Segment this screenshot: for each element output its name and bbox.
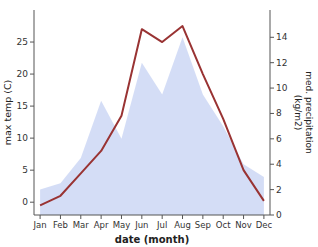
x-axis-label: date (month)	[115, 234, 189, 245]
precipitation-area	[40, 37, 264, 215]
x-axis-line	[34, 215, 270, 216]
y2-tick-label: 12	[276, 58, 287, 68]
x-tick	[162, 215, 163, 219]
x-tick-label: Jun	[134, 220, 148, 230]
y-axis-label: max temp (C)	[2, 80, 13, 146]
y-tick-label: 15	[17, 101, 28, 111]
y2-axis-line	[270, 10, 271, 215]
y2-tick	[270, 88, 274, 89]
y2-tick	[270, 62, 274, 63]
x-tick-label: Aug	[174, 220, 191, 230]
chart: 0 5 10 15 20 25 0 2 4 6 8 10 12 14 Jan Feb Mar Apr MayJun J…	[0, 0, 318, 247]
y-tick	[30, 138, 34, 139]
x-tick	[263, 215, 264, 219]
y-axis-line	[34, 10, 35, 215]
x-tick-label: Apr	[94, 220, 109, 230]
y-tick	[30, 202, 34, 203]
y2-tick	[270, 164, 274, 165]
y2-tick-label: 6	[276, 134, 282, 144]
y-tick-label: 0	[22, 197, 28, 207]
y-tick-label: 25	[17, 37, 28, 47]
y2-tick	[270, 189, 274, 190]
y2-axis-label: med. precipitation(kg/m2)	[293, 71, 314, 153]
y-tick	[30, 74, 34, 75]
plot-area	[40, 26, 264, 215]
x-tick	[182, 215, 183, 219]
y2-axis-label-line: (kg/m2)	[293, 95, 303, 130]
x-tick-label: Nov	[235, 220, 252, 230]
x-tick	[141, 215, 142, 219]
y2-tick-label: 2	[276, 185, 282, 195]
y2-tick-label: 4	[276, 159, 282, 169]
y2-tick-label: 0	[276, 210, 282, 220]
y-tick-label: 20	[17, 69, 29, 79]
x-tick	[223, 215, 224, 219]
y2-tick	[270, 37, 274, 38]
y-tick-label: 10	[17, 133, 29, 143]
x-tick	[243, 215, 244, 219]
x-tick	[80, 215, 81, 219]
y2-tick-label: 10	[276, 83, 288, 93]
x-tick-label: Sep	[195, 220, 211, 230]
y-tick-label: 5	[22, 165, 28, 175]
x-tick-label: Dec	[256, 220, 273, 230]
y2-tick-label: 8	[276, 108, 282, 118]
y2-axis-label-line: med. precipitation	[304, 71, 314, 153]
x-tick	[40, 215, 41, 219]
x-tick-label: Feb	[53, 220, 68, 230]
x-tick-label: Jan	[33, 220, 47, 230]
y-tick	[30, 106, 34, 107]
x-tick-label: Mar	[73, 220, 90, 230]
x-tick	[60, 215, 61, 219]
x-tick-label: May	[113, 220, 131, 230]
y2-tick	[270, 215, 274, 216]
y-tick	[30, 42, 34, 43]
x-tick-label: Oct	[216, 220, 231, 230]
x-tick-label: Jul	[156, 220, 167, 230]
y-tick	[30, 170, 34, 171]
x-tick	[101, 215, 102, 219]
x-tick	[121, 215, 122, 219]
y2-tick	[270, 113, 274, 114]
temperature-line	[40, 26, 264, 205]
y2-tick	[270, 138, 274, 139]
x-tick	[202, 215, 203, 219]
y2-tick-label: 14	[276, 32, 288, 42]
